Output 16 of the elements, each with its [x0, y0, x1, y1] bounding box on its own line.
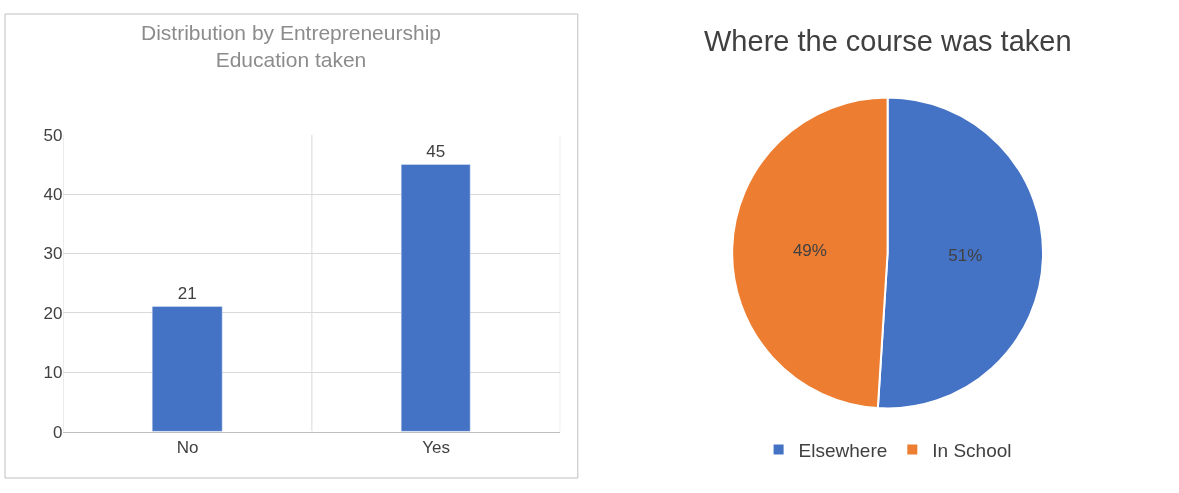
legend-label: Elsewhere: [798, 439, 888, 461]
data-label: 49%: [792, 241, 827, 261]
y-tick-label: 40: [43, 184, 63, 204]
y-tick-label: 30: [43, 244, 63, 264]
data-label: 45: [426, 142, 446, 162]
data-label: 21: [177, 284, 197, 304]
y-tick-label: 50: [43, 125, 63, 145]
chart-title: Where the course was taken: [704, 25, 1072, 57]
x-tick-label: No: [176, 438, 199, 457]
x-tick-label: Yes: [422, 438, 450, 457]
y-tick-label: 10: [43, 363, 63, 383]
chart-title: Distribution by Entrepreneurship Education taken: [141, 21, 441, 72]
y-tick-label: 20: [43, 303, 63, 323]
data-label: 51%: [948, 245, 983, 265]
y-tick-label: 0: [52, 422, 63, 442]
legend-label: In School: [932, 439, 1012, 461]
